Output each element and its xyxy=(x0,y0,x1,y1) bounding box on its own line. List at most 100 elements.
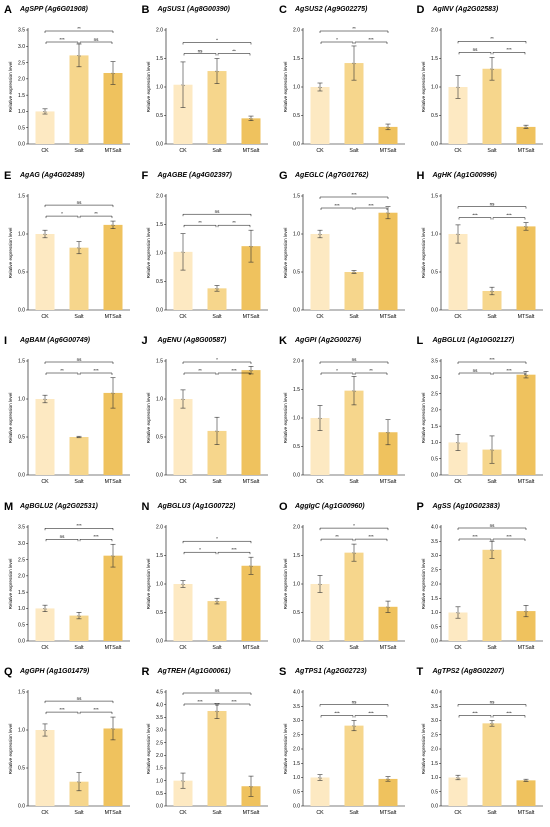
y-tick-label: 1.0 xyxy=(18,109,25,115)
y-axis-label: Relative expression level xyxy=(421,558,426,609)
data-point xyxy=(183,84,185,86)
significance-bracket xyxy=(45,372,79,375)
significance-label: ** xyxy=(335,533,339,538)
y-tick-label: 0.5 xyxy=(431,624,438,630)
data-point xyxy=(217,287,219,289)
significance-bracket xyxy=(44,700,114,704)
y-axis-label: Relative expression level xyxy=(283,62,288,113)
significance-label: *** xyxy=(506,47,512,52)
y-tick-label: 0.5 xyxy=(156,435,163,441)
data-point xyxy=(523,610,525,612)
data-point xyxy=(45,111,47,113)
bar-mtsalt xyxy=(378,432,398,475)
chart-panel-F: F AgAGBE (Ag4G02397) Relative expression l… xyxy=(138,166,275,331)
x-category-label: Salt xyxy=(487,479,497,485)
y-tick-label: 0.0 xyxy=(431,804,438,810)
significance-label: ** xyxy=(352,26,356,31)
y-tick-label: 0.5 xyxy=(293,444,300,450)
y-axis-label: Relative expression level xyxy=(146,393,151,444)
bar-ck xyxy=(173,251,192,310)
significance-bracket xyxy=(183,224,216,227)
y-tick-label: 2.0 xyxy=(156,524,163,530)
bar-ck xyxy=(448,777,467,806)
y-tick-label: 2.0 xyxy=(156,28,163,34)
y-axis-label: Relative expression level xyxy=(8,393,13,444)
y-tick-label: 3.5 xyxy=(18,28,25,34)
x-category-label: Salt xyxy=(349,314,359,320)
significance-bracket xyxy=(217,551,250,554)
significance-label: ** xyxy=(198,220,202,225)
x-category-label: MTSalt xyxy=(105,810,122,816)
figure-grid: A AgSPP (Ag6G01908) Relative expression le… xyxy=(0,4,543,816)
y-tick-label: 0.5 xyxy=(156,610,163,616)
bar-mtsalt xyxy=(241,118,260,144)
y-tick-label: 0.0 xyxy=(156,307,163,313)
x-category-label: CK xyxy=(454,148,462,154)
data-point xyxy=(180,780,182,782)
chart-title: AgENU (Ag8G00587) xyxy=(157,337,227,344)
data-point xyxy=(217,600,219,602)
data-point xyxy=(492,549,494,551)
data-point xyxy=(354,725,356,727)
significance-bracket xyxy=(319,30,389,33)
y-axis-label: Relative expression level xyxy=(146,62,151,113)
y-tick-label: 2.0 xyxy=(18,77,25,83)
data-point xyxy=(45,233,47,235)
y-axis-label: Relative expression level xyxy=(421,227,426,278)
y-tick-label: 2.5 xyxy=(18,60,25,66)
data-point xyxy=(79,55,81,57)
significance-bracket xyxy=(44,204,114,207)
bar-ck xyxy=(310,777,330,806)
significance-bracket xyxy=(319,196,389,199)
data-point xyxy=(385,211,387,213)
data-point xyxy=(251,786,253,788)
data-point xyxy=(45,399,47,401)
chart-panel-I: I AgBAM (Ag6G00749) Relative expression le… xyxy=(0,331,137,496)
x-category-label: CK xyxy=(316,314,324,320)
chart-panel-O: O AggIgC (Ag1G00960) Relative expression l… xyxy=(275,497,412,662)
data-point xyxy=(180,84,182,86)
significance-bracket xyxy=(217,53,250,56)
data-point xyxy=(320,87,322,89)
y-tick-label: 0.5 xyxy=(431,269,438,275)
panel-letter: I xyxy=(4,335,8,347)
x-category-label: CK xyxy=(41,314,49,320)
significance-bracket xyxy=(217,703,250,706)
significance-bracket xyxy=(319,704,389,707)
panel-letter: M xyxy=(4,500,14,513)
y-tick-label: 0.0 xyxy=(156,142,163,148)
data-point xyxy=(251,565,253,567)
y-axis-label: Relative expression level xyxy=(8,724,13,775)
chart-title: AgINV (Ag2G02583) xyxy=(432,6,499,13)
y-tick-label: 2.0 xyxy=(431,408,438,414)
y-tick-label: 4.0 xyxy=(156,702,163,708)
significance-label: * xyxy=(216,357,218,362)
data-point xyxy=(455,611,457,613)
x-category-label: CK xyxy=(179,810,187,816)
significance-bracket xyxy=(354,372,388,375)
significance-label: *** xyxy=(93,707,99,712)
significance-bracket xyxy=(182,692,251,695)
panel-letter: P xyxy=(416,500,424,513)
y-tick-label: 0.0 xyxy=(293,804,300,810)
y-tick-label: 1.5 xyxy=(293,193,300,199)
bar-ck xyxy=(173,84,192,144)
x-category-label: MTSalt xyxy=(517,314,534,320)
significance-label: * xyxy=(336,37,338,42)
y-tick-label: 3.5 xyxy=(18,524,25,530)
x-category-label: CK xyxy=(454,810,462,816)
data-point xyxy=(45,608,47,609)
bar-salt xyxy=(344,63,364,145)
y-tick-label: 1.0 xyxy=(293,85,300,91)
significance-label: *** xyxy=(93,368,99,373)
x-category-label: Salt xyxy=(349,645,359,651)
x-category-label: MTSalt xyxy=(242,314,259,320)
y-tick-label: 3.0 xyxy=(18,540,25,546)
significance-bracket xyxy=(182,213,251,216)
y-tick-label: 4.0 xyxy=(293,690,300,696)
y-axis-label: Relative expression level xyxy=(283,558,288,609)
x-category-label: CK xyxy=(316,148,324,154)
data-point xyxy=(183,251,185,253)
y-tick-label: 4.5 xyxy=(156,690,163,696)
chart-title: AgBGLU3 (Ag1G00722) xyxy=(157,502,236,510)
